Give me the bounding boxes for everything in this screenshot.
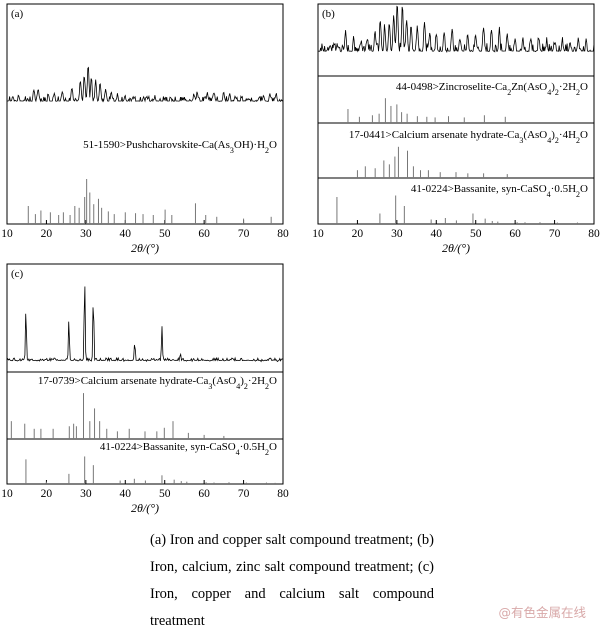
x-tick-label-c: 20 <box>41 488 53 500</box>
x-tick-label-b: 60 <box>509 228 521 240</box>
reference-label-b-3: 41-0224>Bassanite, syn-CaSO4·0.5H2O <box>411 183 588 199</box>
panel-label-c: (c) <box>11 268 24 280</box>
x-axis-label-a: 2θ/(°) <box>131 241 159 255</box>
x-tick-label-b: 10 <box>312 228 324 240</box>
x-axis-label-b: 2θ/(°) <box>442 241 470 255</box>
panel-label-a: (a) <box>11 8 24 20</box>
diffraction-pattern-b <box>318 5 595 53</box>
panel-frame-a <box>6 3 284 225</box>
reference-label-b-2: 17-0441>Calcium arsenate hydrate-Ca3(AsO… <box>349 129 588 145</box>
x-tick-label-b: 20 <box>352 228 364 240</box>
reference-label-c-2: 41-0224>Bassanite, syn-CaSO4·0.5H2O <box>100 441 277 457</box>
x-tick-label-b: 40 <box>431 228 443 240</box>
reference-label-b-1: 44-0498>Zincroselite-Ca2Zn(AsO4)2·2H2O <box>396 81 588 97</box>
x-tick-label-b: 30 <box>391 228 403 240</box>
reference-label-a-1: 51-1590>Pushcharovskite-Ca(As3OH)·H2O <box>83 139 277 155</box>
x-tick-label-c: 70 <box>238 488 250 500</box>
x-tick-label-b: 80 <box>588 228 600 240</box>
x-tick-label-c: 30 <box>80 488 92 500</box>
diffraction-pattern-c <box>6 286 284 363</box>
x-tick-label-a: 30 <box>80 228 92 240</box>
x-tick-label-a: 40 <box>120 228 132 240</box>
x-axis-label-c: 2θ/(°) <box>131 501 159 515</box>
x-tick-label-c: 60 <box>198 488 210 500</box>
x-tick-label-b: 50 <box>470 228 482 240</box>
watermark: @有色金属在线 <box>498 605 586 620</box>
x-tick-label-b: 70 <box>549 228 561 240</box>
x-tick-label-c: 40 <box>120 488 132 500</box>
figure-caption: (a) Iron and copper salt compound treatm… <box>150 532 434 629</box>
x-tick-label-c: 80 <box>277 488 289 500</box>
reference-label-c-1: 17-0739>Calcium arsenate hydrate-Ca3(AsO… <box>38 375 277 391</box>
x-tick-label-a: 70 <box>238 228 250 240</box>
x-tick-label-a: 60 <box>198 228 210 240</box>
x-tick-label-a: 10 <box>1 228 13 240</box>
x-tick-label-a: 80 <box>277 228 289 240</box>
x-tick-label-c: 10 <box>1 488 13 500</box>
x-tick-label-a: 20 <box>41 228 53 240</box>
x-tick-label-a: 50 <box>159 228 171 240</box>
x-tick-label-c: 50 <box>159 488 171 500</box>
panel-label-b: (b) <box>322 8 335 20</box>
diffraction-pattern-a <box>6 66 284 103</box>
